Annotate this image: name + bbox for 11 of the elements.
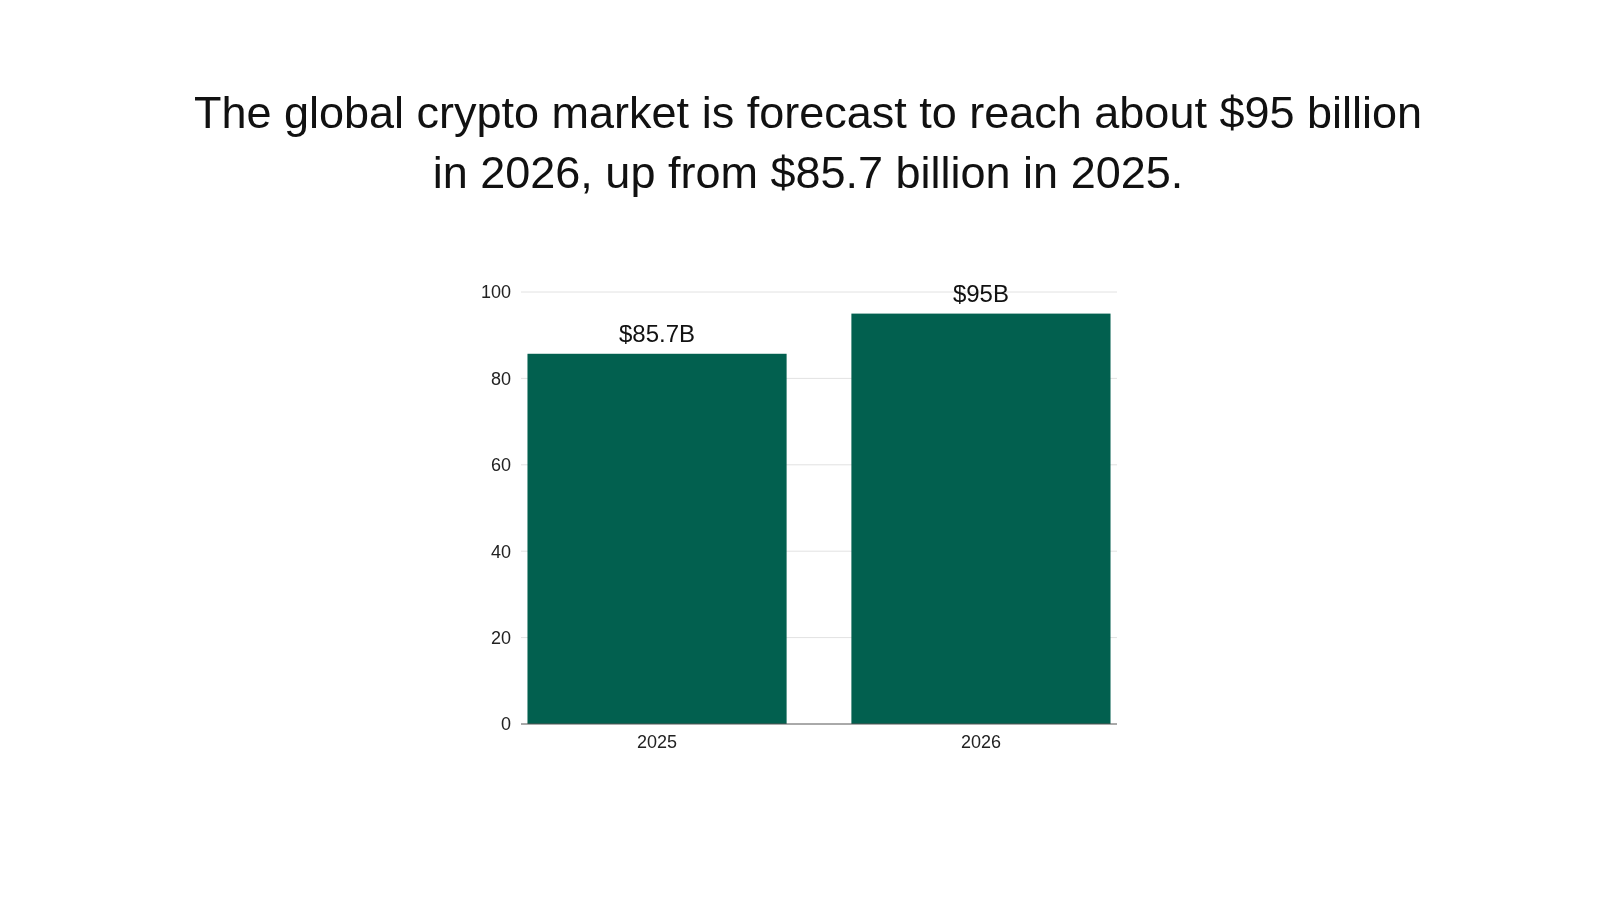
x-tick-label: 2025 xyxy=(637,732,678,752)
y-tick-label: 60 xyxy=(490,455,511,476)
data-label: $95B xyxy=(952,279,1009,307)
y-tick-label: 100 xyxy=(480,282,511,303)
y-tick-label: 80 xyxy=(490,368,511,389)
y-tick-label: 40 xyxy=(490,541,511,562)
y-tick-label: 0 xyxy=(500,714,511,735)
x-tick-label: 2026 xyxy=(960,732,1001,752)
chart-title: The global crypto market is forecast to reach about $95 billion in 2026, up from $85.7 billion in 2025. xyxy=(193,87,1423,198)
y-tick-label: 20 xyxy=(490,627,511,648)
data-label: $85.7B xyxy=(619,319,696,347)
